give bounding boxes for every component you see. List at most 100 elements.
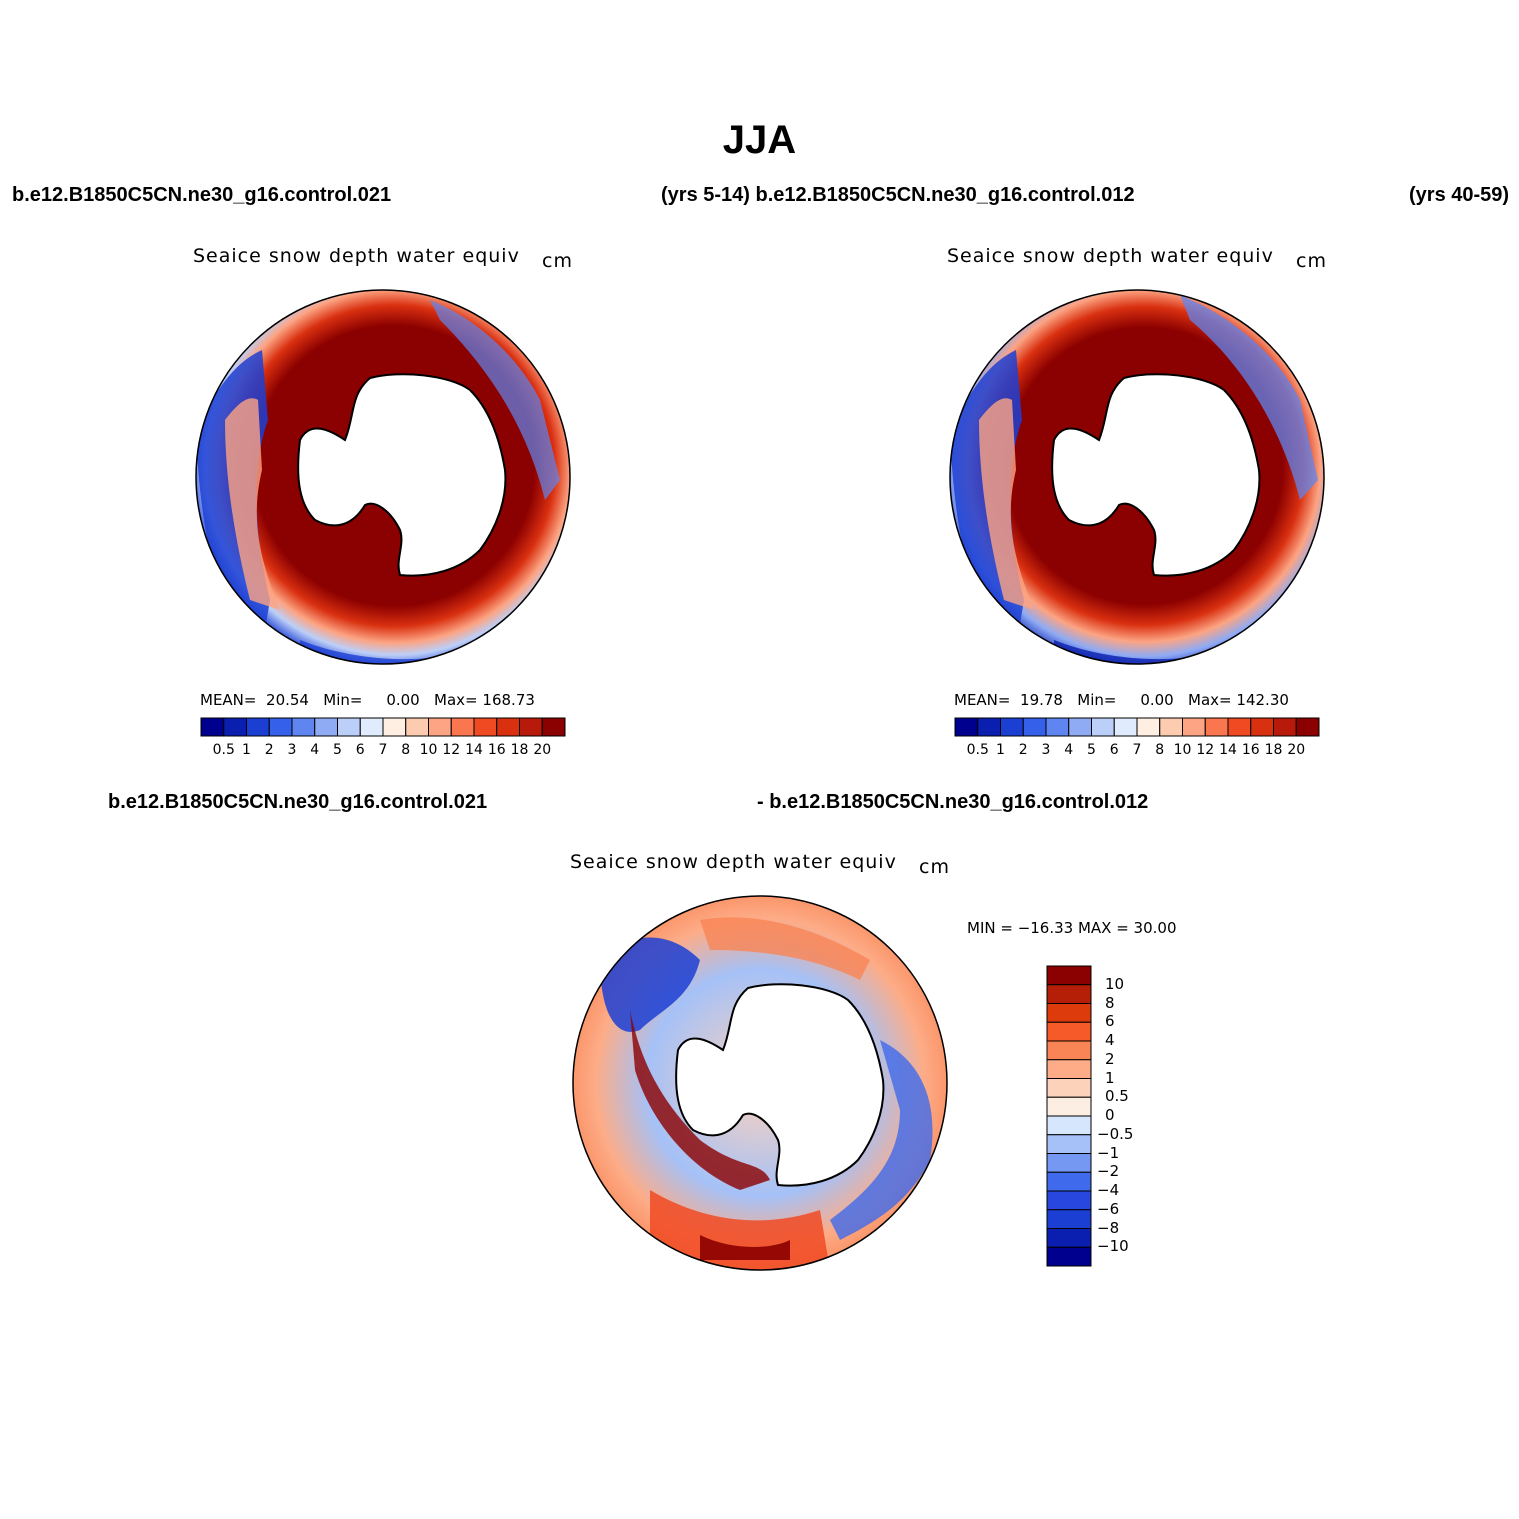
panel1-colorbar-box	[359, 717, 384, 737]
panel3-colorbar-box	[1046, 1115, 1092, 1136]
panel1-colorbar-box	[541, 717, 566, 737]
panel3-colorbar-box	[1046, 1209, 1092, 1229]
panel1-colorbar-tick: 14	[465, 742, 483, 758]
panel2-colorbar-tick: 1	[996, 742, 1005, 758]
panel1-stats: MEAN= 20.54 Min= 0.00 Max= 168.73	[200, 691, 535, 709]
panel1-colorbar-tick: 18	[510, 742, 529, 758]
main-title: JJA	[722, 118, 797, 162]
panel3-colorbar-tick: −10	[1097, 1237, 1129, 1256]
panel2-colorbar-box	[1091, 717, 1115, 737]
panel3-colorbar-box	[1046, 1021, 1092, 1042]
panel2-colorbar-box	[1113, 717, 1138, 737]
panel3-colorbar-tick: 8	[1105, 993, 1115, 1012]
panel1-colorbar-box	[268, 717, 293, 737]
panel1-units: cm	[542, 250, 573, 272]
panel1-colorbar-box	[496, 717, 520, 737]
panel2-colorbar-tick: 8	[1155, 742, 1165, 758]
panel1-mean-label: MEAN=	[200, 691, 257, 709]
panel3-colorbar-box	[1046, 1059, 1092, 1079]
panel3-map	[572, 895, 948, 1271]
panel1-colorbar-box	[428, 717, 452, 737]
panel2-colorbar-tick: 16	[1241, 742, 1260, 758]
panel1-colorbar-tick: 4	[310, 742, 320, 758]
panel3-colorbar-tick: 2	[1105, 1049, 1115, 1068]
panel2-max: 142.30	[1236, 691, 1289, 709]
panel3-units: cm	[919, 856, 950, 878]
panel2-colorbar-box	[1136, 717, 1161, 737]
panel1-colorbar-box	[473, 717, 498, 737]
panel3-colorbar-box	[1046, 1003, 1092, 1023]
panel2-colorbar-tick: 4	[1064, 742, 1074, 758]
panel3-title: Seaice snow depth water equiv	[570, 851, 897, 873]
panel1-colorbar-tick: 8	[401, 742, 411, 758]
panel3-features	[600, 917, 933, 1270]
panel3-colorbar-box	[1046, 1153, 1092, 1173]
panel2-colorbar-tick: 5	[1087, 742, 1096, 758]
panel1-colorbar-box	[291, 717, 316, 737]
panel2-colorbar-box	[1250, 717, 1274, 737]
panel3-colorbar-tick: −2	[1097, 1162, 1120, 1181]
panel2-mean: 19.78	[1020, 691, 1063, 709]
panel2-colorbar-tick: 6	[1109, 742, 1119, 758]
panel2-colorbar-tick: 20	[1287, 742, 1306, 758]
panel1-colorbar-tick: 7	[378, 742, 388, 758]
panel1-colorbar-box	[314, 717, 338, 737]
panel2-colorbar-box	[1227, 717, 1252, 737]
panel1-mean: 20.54	[266, 691, 309, 709]
panel2-mean-label: MEAN=	[954, 691, 1011, 709]
panel1-colorbar-tick: 12	[442, 742, 461, 758]
panel3-boundary	[572, 895, 948, 1271]
panel2-colorbar-tick: 2	[1018, 742, 1028, 758]
panel1-colorbar	[200, 717, 566, 737]
panel2-colorbar-box	[1068, 717, 1092, 737]
panel2-colorbar-box	[1204, 717, 1229, 737]
panel1-colorbar-box	[246, 717, 270, 737]
panel1-colorbar-tick: 3	[287, 742, 297, 758]
panel3-colorbar-box	[1046, 1228, 1092, 1248]
panel1-colorbar-tick: 2	[264, 742, 274, 758]
panel1-boundary	[195, 289, 571, 665]
panel2-colorbar-tick: 12	[1196, 742, 1215, 758]
panel3-colorbar-box	[1046, 1134, 1092, 1154]
panel3-colorbar-tick: −4	[1097, 1181, 1120, 1199]
panel2-colorbar-box	[1022, 717, 1047, 737]
panel3-colorbar-tick: 6	[1105, 1012, 1115, 1031]
panel1-max-label: Max=	[434, 691, 478, 709]
panel1-colorbar-tick: 0.5	[212, 742, 235, 758]
years-b-label: (yrs 40-59)	[1409, 184, 1510, 206]
panel3-colorbar-box	[1046, 1171, 1092, 1192]
panel3-colorbar-tick: −8	[1097, 1218, 1120, 1237]
panel2-stats: MEAN= 19.78 Min= 0.00 Max= 142.30	[954, 691, 1289, 709]
panel2-colorbar-box	[1000, 717, 1024, 737]
panel3-colorbar-box	[1046, 984, 1092, 1004]
panel1-edge-features	[196, 300, 560, 664]
panel2-colorbar-tick: 0.5	[966, 742, 989, 758]
panel2-colorbar-box	[1182, 717, 1206, 737]
panel2-colorbar-tick: 14	[1219, 742, 1237, 758]
panel1-colorbar-box	[223, 717, 247, 737]
panel2-colorbar-box	[1159, 717, 1183, 737]
panel2-colorbar-tick: 10	[1173, 742, 1192, 758]
panel3-colorbar-box	[1046, 1078, 1092, 1098]
panel3-colorbar-box	[1046, 1190, 1092, 1211]
panel3-colorbar-box	[1046, 1096, 1092, 1117]
panel2-max-label: Max=	[1188, 691, 1232, 709]
panel3-colorbar-tick: 4	[1105, 1031, 1115, 1049]
panel1-map	[195, 289, 571, 665]
panel1-colorbar-tick: 10	[419, 742, 438, 758]
panel2-colorbar-tick: 3	[1041, 742, 1051, 758]
panel3-minmax: MIN = −16.33 MAX = 30.00	[967, 919, 1177, 937]
panel1-colorbar-tick: 1	[242, 742, 251, 758]
panel1-colorbar-box	[200, 717, 225, 737]
panel2-map	[949, 289, 1325, 665]
panel3-colorbar-tick: −1	[1097, 1143, 1120, 1162]
panel1-colorbar-box	[450, 717, 475, 737]
panel1-colorbar-box	[405, 717, 429, 737]
panel2-antarctica	[1051, 373, 1261, 577]
panel3-colorbar-tick: 0	[1105, 1106, 1115, 1124]
panel3-colorbar-tick: 1	[1105, 1068, 1115, 1087]
panel2-min: 0.00	[1140, 691, 1174, 709]
panel3-colorbar-box	[1046, 1246, 1092, 1267]
panel2-colorbar-tick: 18	[1264, 742, 1283, 758]
